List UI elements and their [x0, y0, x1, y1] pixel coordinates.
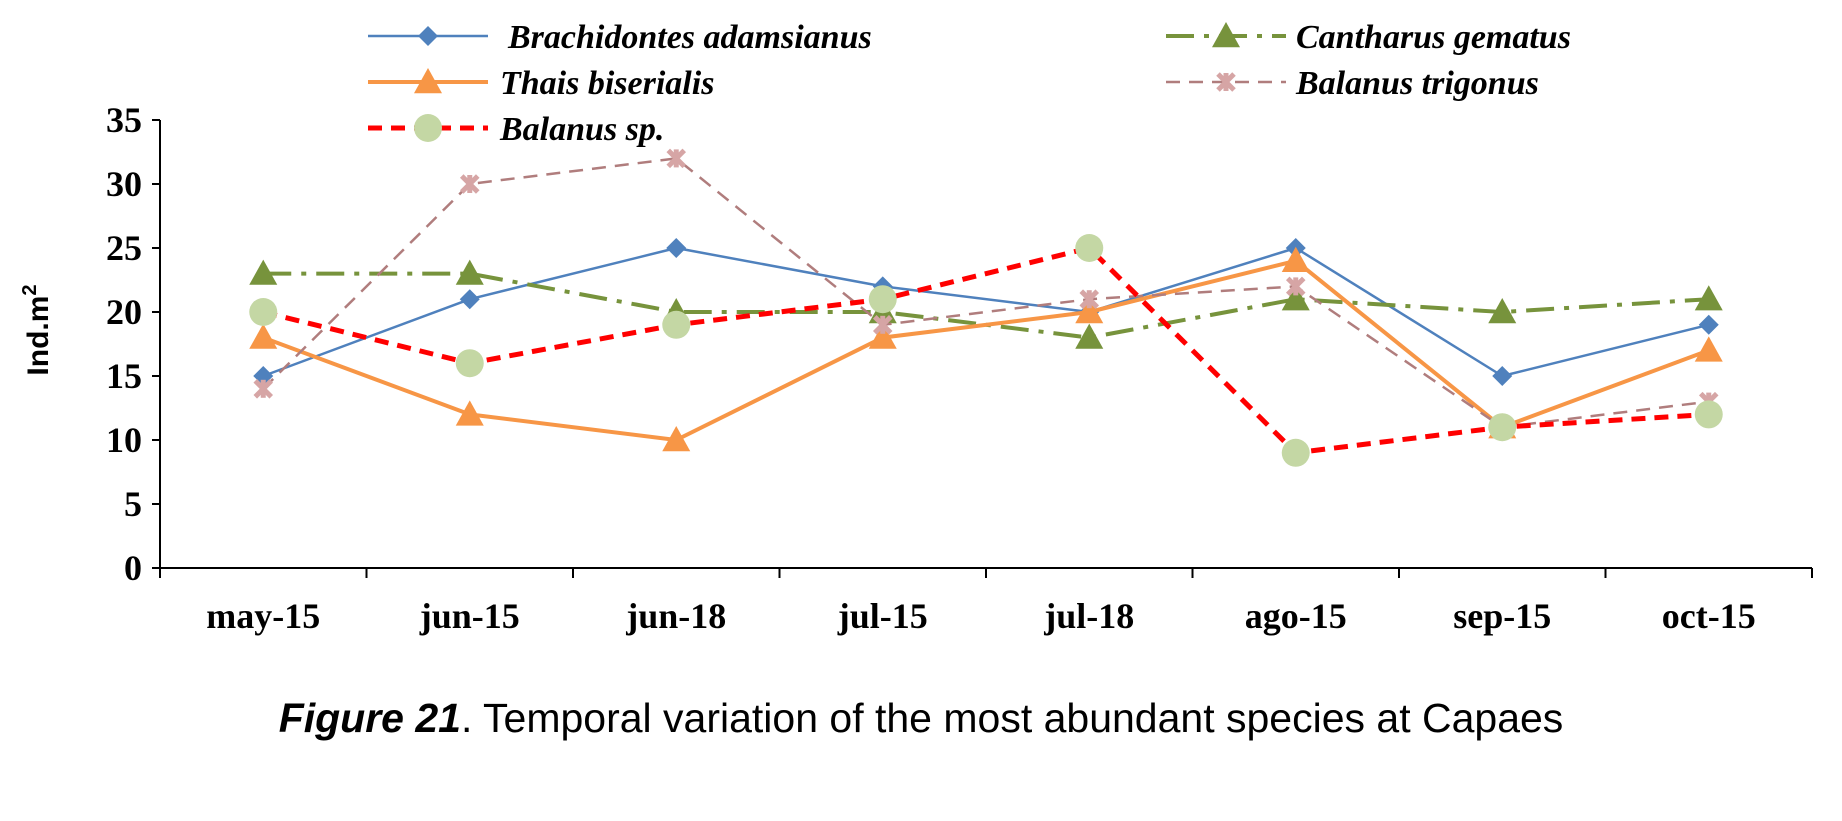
- data-point: [249, 323, 278, 349]
- y-tick-label: 0: [124, 548, 142, 588]
- data-point: [1075, 298, 1104, 324]
- data-point: [1492, 366, 1513, 386]
- series-line: [262, 157, 1709, 429]
- legend-item: Balanus trigonus: [1166, 65, 1539, 102]
- data-point: [1694, 285, 1723, 311]
- data-point: [1698, 314, 1719, 335]
- data-point: [1075, 234, 1104, 262]
- x-tick-label: oct-15: [1662, 596, 1756, 636]
- data-point: [666, 238, 687, 258]
- y-tick-label: 10: [106, 420, 142, 460]
- x-tick-label: may-15: [206, 596, 320, 636]
- y-tick-label: 20: [106, 292, 142, 332]
- data-point: [1281, 285, 1310, 311]
- series-line: [262, 245, 1709, 456]
- data-point: [455, 349, 484, 378]
- legend-label: Balanus sp.: [499, 111, 664, 148]
- data-point: [662, 310, 691, 339]
- x-tick-label: jul-18: [1043, 596, 1134, 636]
- legend-item: Thais biserialis: [368, 65, 714, 102]
- y-tick-label: 25: [106, 228, 142, 268]
- data-point: [868, 323, 897, 349]
- legend-label: Cantharus gematus: [1296, 19, 1571, 56]
- x-tick-label: jul-15: [837, 596, 928, 636]
- figure-label: Figure 21: [278, 695, 461, 741]
- legend-label: Balanus trigonus: [1295, 65, 1539, 102]
- data-point: [455, 400, 484, 426]
- data-point: [459, 174, 480, 194]
- axes: 0 5 10 15 20 25 30 35 may-15 jun-15 jun-18 jul-15 ju…: [106, 100, 1813, 636]
- data-point: [459, 289, 480, 310]
- data-point: [249, 298, 278, 326]
- y-tick-label: 15: [106, 356, 142, 396]
- x-tick-label: sep-15: [1453, 596, 1551, 636]
- legend-marker: [1212, 22, 1240, 48]
- data-point: [868, 285, 897, 314]
- x-tick-label: jun-18: [625, 596, 726, 636]
- series-balanus-trigonus: [253, 148, 1719, 437]
- data-point: [1285, 276, 1306, 297]
- data-point: [249, 259, 278, 285]
- series-thais-biserialis: [249, 246, 1723, 452]
- legend-marker: [414, 114, 442, 142]
- legend-item: Cantharus gematus: [1166, 19, 1571, 56]
- figure-caption: Figure 21. Temporal variation of the mos…: [0, 695, 1842, 742]
- caption-text: . Temporal variation of the most abundan…: [460, 695, 1564, 741]
- legend-label: Brachidontes adamsianus: [507, 19, 872, 56]
- data-point: [1281, 246, 1310, 272]
- legend: Brachidontes adamsianus Cantharus gematus…: [368, 19, 1571, 148]
- data-point: [1488, 298, 1517, 324]
- data-point: [1075, 323, 1104, 349]
- data-point: [253, 379, 274, 399]
- series-line: [262, 246, 1710, 378]
- legend-marker: [418, 26, 438, 46]
- data-point: [1488, 413, 1517, 442]
- x-tick-label: jun-15: [419, 596, 520, 636]
- data-point: [1694, 336, 1723, 362]
- series-line: [262, 258, 1710, 442]
- series-balanus-sp: [249, 234, 1723, 467]
- legend-item: Balanus sp.: [368, 111, 664, 148]
- data-point: [1281, 438, 1310, 467]
- y-tick-label: 35: [106, 100, 142, 140]
- data-point: [1079, 289, 1100, 309]
- data-point: [666, 148, 687, 169]
- data-point: [1694, 400, 1723, 429]
- data-point: [455, 259, 484, 285]
- x-tick-label: ago-15: [1245, 596, 1347, 636]
- data-point: [662, 426, 691, 452]
- y-tick-label: 5: [124, 484, 142, 524]
- legend-label: Thais biserialis: [500, 65, 714, 102]
- legend-item: Brachidontes adamsianus: [368, 19, 872, 56]
- legend-marker: [1216, 72, 1236, 92]
- legend-marker: [414, 68, 442, 94]
- y-tick-label: 30: [106, 164, 142, 204]
- series-layer: [249, 148, 1723, 467]
- data-point: [872, 315, 893, 335]
- y-axis-label: Ind.m2: [19, 284, 55, 375]
